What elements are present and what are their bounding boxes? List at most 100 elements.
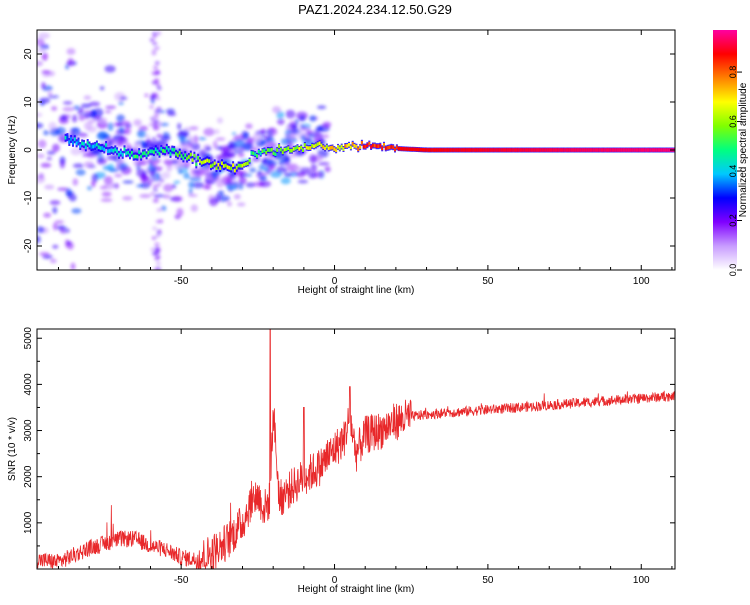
colorbar-tick-label: 0.2 bbox=[728, 214, 738, 227]
heatmap-cell bbox=[101, 191, 112, 197]
heatmap-cell bbox=[572, 148, 575, 152]
heatmap-cell bbox=[153, 116, 159, 120]
heatmap-cell bbox=[300, 145, 303, 150]
x-tick-label: 0 bbox=[332, 276, 338, 287]
heatmap-cell bbox=[215, 166, 218, 170]
heatmap-cell bbox=[408, 147, 411, 151]
spectrogram-y-ticks: -20 -10 0 10 20 bbox=[23, 48, 675, 253]
heatmap-cell bbox=[320, 143, 323, 148]
heatmap-cell bbox=[37, 60, 44, 67]
heatmap-cell bbox=[117, 141, 124, 147]
heatmap-cell bbox=[149, 38, 155, 42]
heatmap-cell bbox=[156, 208, 162, 212]
heatmap-cell bbox=[152, 150, 155, 154]
colorbar: 0.0 0.2 0.4 0.6 0.8 Normalized spectral ampl… bbox=[713, 30, 749, 276]
heatmap-cell bbox=[386, 146, 389, 150]
heatmap-cell bbox=[221, 176, 231, 184]
colorbar-tick-label: 0.8 bbox=[728, 66, 738, 79]
y-tick-label: 1000 bbox=[23, 511, 34, 534]
x-tick-label: 100 bbox=[633, 276, 650, 287]
heatmap-cell bbox=[83, 95, 92, 100]
heatmap-cell bbox=[364, 144, 367, 149]
heatmap-cell bbox=[429, 148, 431, 152]
heatmap-cell bbox=[70, 127, 81, 137]
heatmap-cell bbox=[217, 163, 220, 167]
colorbar-tick-label: 0.4 bbox=[728, 165, 738, 178]
heatmap-cell bbox=[467, 148, 470, 152]
heatmap-cell bbox=[414, 147, 417, 152]
spectrogram-x-ticks: -50 0 50 100 bbox=[57, 30, 673, 287]
heatmap-cell bbox=[169, 152, 172, 156]
heatmap-cell bbox=[451, 148, 454, 152]
heatmap-cell bbox=[274, 152, 277, 156]
heatmap-cell bbox=[151, 236, 157, 240]
heatmap-cell bbox=[390, 145, 393, 149]
heatmap-cell bbox=[370, 145, 373, 149]
heatmap-cell bbox=[117, 122, 124, 127]
heatmap-cell bbox=[176, 153, 179, 158]
heatmap-cell bbox=[62, 107, 75, 112]
heatmap-cell bbox=[239, 163, 242, 168]
heatmap-cell bbox=[281, 150, 284, 155]
heatmap-cell bbox=[164, 149, 166, 154]
heatmap-cell bbox=[268, 148, 271, 152]
heatmap-cell bbox=[171, 195, 183, 202]
heatmap-cell bbox=[132, 154, 135, 159]
heatmap-cell bbox=[245, 123, 253, 129]
heatmap-cell bbox=[337, 145, 339, 149]
heatmap-cell bbox=[605, 148, 608, 152]
heatmap-cell bbox=[210, 164, 212, 168]
heatmap-cell bbox=[133, 141, 140, 150]
heatmap-cell bbox=[37, 139, 47, 149]
heatmap-cell bbox=[445, 148, 448, 152]
heatmap-cell bbox=[471, 148, 474, 152]
heatmap-cell bbox=[554, 148, 557, 152]
heatmap-cell bbox=[204, 159, 207, 164]
heatmap-cell bbox=[245, 182, 256, 188]
heatmap-cell bbox=[206, 158, 209, 163]
heatmap-cell bbox=[72, 178, 79, 186]
heatmap-cell bbox=[52, 244, 59, 249]
heatmap-cell bbox=[243, 173, 253, 177]
heatmap-cell bbox=[71, 208, 82, 214]
heatmap-cell bbox=[517, 148, 520, 152]
heatmap-cell bbox=[189, 152, 192, 157]
heatmap-cell bbox=[620, 148, 623, 152]
heatmap-cell bbox=[267, 138, 276, 143]
heatmap-cell bbox=[469, 148, 472, 152]
heatmap-cell bbox=[106, 149, 109, 153]
heatmap-cell bbox=[266, 127, 278, 136]
heatmap-cell bbox=[289, 148, 292, 153]
heatmap-cell bbox=[233, 168, 236, 173]
heatmap-cell bbox=[283, 147, 286, 152]
heatmap-cell bbox=[329, 146, 332, 150]
heatmap-cell bbox=[236, 202, 246, 207]
heatmap-cell bbox=[502, 148, 505, 152]
heatmap-cell bbox=[233, 194, 241, 200]
heatmap-cell bbox=[178, 150, 181, 155]
heatmap-cell bbox=[158, 219, 164, 224]
heatmap-cell bbox=[97, 145, 100, 149]
heatmap-cell bbox=[73, 137, 76, 141]
heatmap-cell bbox=[86, 141, 89, 145]
heatmap-cell bbox=[629, 148, 632, 152]
heatmap-cell bbox=[570, 148, 573, 152]
heatmap-cell bbox=[436, 148, 439, 152]
heatmap-cell bbox=[440, 148, 442, 152]
y-tick-label: 0 bbox=[23, 147, 34, 153]
heatmap-cell bbox=[191, 158, 194, 162]
heatmap-cell bbox=[49, 258, 57, 264]
heatmap-cell bbox=[99, 86, 105, 91]
heatmap-cell bbox=[156, 86, 162, 91]
heatmap-cell bbox=[397, 146, 400, 151]
heatmap-cell bbox=[112, 149, 115, 153]
heatmap-cell bbox=[360, 141, 363, 145]
heatmap-cell bbox=[59, 115, 69, 120]
heatmap-cell bbox=[151, 149, 154, 154]
heatmap-cell bbox=[155, 255, 161, 260]
heatmap-cell bbox=[184, 153, 187, 157]
heatmap-cell bbox=[114, 147, 117, 152]
heatmap-cell bbox=[96, 157, 107, 165]
heatmap-cell bbox=[154, 112, 160, 117]
heatmap-cell bbox=[603, 148, 606, 152]
